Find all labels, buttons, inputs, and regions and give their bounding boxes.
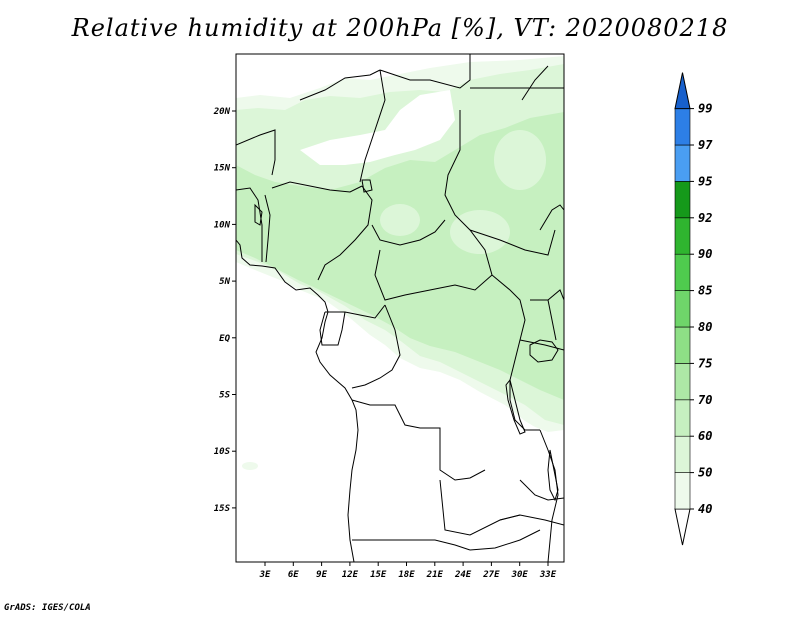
border-zambia-mozambique (519, 479, 564, 501)
border-south-sudan (469, 229, 556, 256)
border-niger-libya (379, 54, 471, 89)
border-chad-car (371, 219, 446, 246)
border-ethiopia (539, 204, 564, 231)
longitude-axis: 3E 6E 9E 12E 15E 18E 21E 24E 27E 30E 33E (259, 562, 557, 580)
rh-60-region (236, 112, 564, 400)
border-red-sea (521, 65, 549, 101)
colorbar-label: 40 (698, 502, 712, 516)
colorbar-label: 50 (698, 466, 712, 480)
country-borders (236, 54, 564, 562)
border-botswana (469, 529, 541, 551)
rh-patch-4 (522, 320, 558, 380)
lon-label: 9E (316, 570, 327, 580)
colorbar-label: 75 (698, 356, 712, 370)
lake-volta (254, 203, 263, 226)
border-chad-libya (359, 69, 386, 183)
colorbar-segment (674, 399, 691, 437)
colorbar-label: 85 (698, 284, 712, 298)
lake-chad (361, 179, 373, 193)
latitude-axis: 20N 15N 10N 5N EQ 5S 10S 15S (213, 107, 236, 514)
lat-label: 15S (214, 504, 231, 514)
border-tanzania (519, 339, 564, 351)
lake-tanganyika (505, 378, 526, 435)
colorbar-segment (674, 363, 691, 401)
lon-label: 18E (398, 570, 415, 580)
colorbar-label: 70 (698, 393, 712, 407)
plot-frame (235, 53, 565, 563)
lake-victoria (529, 339, 559, 363)
border-uganda-kenya (530, 289, 564, 301)
colorbar-segment (674, 181, 691, 219)
colorbar-segment (674, 144, 691, 182)
colorbar-label: 95 (698, 174, 712, 188)
border-benin-togo (264, 194, 271, 263)
colorbar-segment (674, 253, 691, 291)
colorbar-segment (674, 435, 691, 473)
rh-patch-2 (494, 130, 546, 190)
colorbar-low-triangle (674, 508, 691, 546)
lon-label: 6E (288, 570, 299, 580)
colorbar-segment (674, 326, 691, 364)
lon-label: 24E (454, 570, 472, 580)
border-zambia-zimbabwe (499, 514, 564, 526)
lat-label: 5N (219, 277, 230, 287)
lat-label: 10S (214, 447, 231, 457)
lon-label: 12E (342, 570, 359, 580)
lat-label: 15N (214, 164, 231, 174)
lake-malawi (547, 449, 559, 502)
lon-label: 15E (370, 570, 387, 580)
colorbar-segment (674, 290, 691, 328)
lat-label: 5S (219, 391, 230, 401)
lat-label: EQ (219, 334, 230, 344)
lon-label: 27E (482, 570, 500, 580)
border-congo-drc (351, 304, 401, 389)
colorbar-label: 99 (698, 102, 712, 116)
lon-label: 3E (259, 570, 271, 580)
border-burkina-ghana (236, 187, 263, 262)
border-niger-nigeria (271, 181, 363, 193)
border-nigeria-cameroon (317, 185, 373, 281)
rh-patch-5 (242, 462, 258, 470)
colorbar-segment (674, 472, 691, 510)
border-gabon-interior (319, 311, 346, 346)
border-mali-niger (236, 129, 276, 176)
border-kenya-tanzania (547, 299, 557, 341)
colorbar-segment (674, 217, 691, 255)
lon-label: 21E (426, 570, 444, 580)
border-cameroon-gabon (325, 304, 386, 319)
lat-label: 20N (213, 107, 231, 117)
colorbar-label: 60 (698, 429, 712, 443)
rh-patch-3 (380, 204, 420, 236)
lon-label: 33E (539, 570, 557, 580)
lon-label: 30E (511, 570, 529, 580)
colorbar-label: 92 (698, 211, 712, 225)
border-drc-east (491, 274, 540, 431)
coastline-west-africa (236, 239, 359, 562)
border-drc-angola (351, 399, 486, 481)
humidity-shading (236, 56, 564, 562)
border-algeria-niger (299, 69, 381, 101)
colorbar-high-triangle (674, 72, 691, 110)
rh-dry-patch-north (300, 90, 455, 165)
colorbar-segment (674, 108, 691, 146)
colorbar-label: 80 (698, 320, 712, 334)
colorbar: 40 50 60 70 75 80 85 90 92 95 97 99 (674, 72, 713, 546)
map-title: Relative humidity at 200hPa [%], VT: 202… (71, 14, 729, 42)
lat-label: 10N (214, 220, 231, 230)
rh-patch-1 (450, 210, 510, 254)
colorbar-label: 97 (698, 138, 713, 152)
colorbar-label: 90 (698, 247, 712, 261)
border-angola-namibia (352, 539, 471, 551)
border-car-drc (374, 249, 493, 301)
grads-credit: GrADS: IGES/COLA (4, 603, 91, 613)
border-chad-sudan (444, 110, 493, 276)
